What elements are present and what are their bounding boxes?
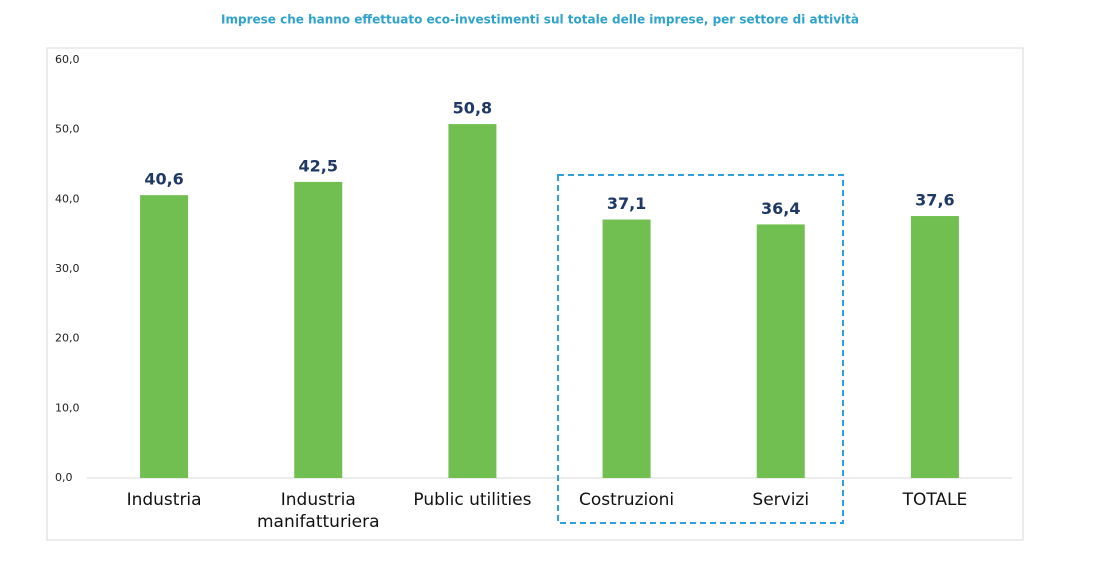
data-label: 40,6	[144, 170, 183, 189]
x-tick-label: Costruzioni	[579, 490, 675, 510]
data-label: 42,5	[299, 156, 338, 175]
x-tick-label: Servizi	[752, 490, 810, 510]
chart-title: Imprese che hanno effettuato eco-investi…	[221, 13, 859, 27]
bar	[140, 195, 189, 479]
bar	[910, 216, 959, 478]
x-tick-label: Public utilities	[413, 490, 532, 510]
bar	[448, 124, 497, 479]
y-tick-label: 40,0	[55, 192, 80, 205]
x-tick-label: Industria manifatturiera	[256, 490, 380, 532]
x-tick-label: TOTALE	[902, 490, 968, 510]
y-tick-label: 60,0	[55, 53, 80, 66]
x-tick-label: Industria	[126, 490, 202, 510]
bar	[602, 219, 651, 478]
y-tick-label: 30,0	[55, 262, 80, 275]
y-tick-label: 20,0	[55, 332, 80, 345]
data-label: 36,4	[761, 199, 800, 218]
data-label: 37,6	[915, 191, 954, 210]
y-tick-label: 0,0	[55, 471, 73, 484]
data-label: 50,8	[453, 99, 492, 118]
data-label: 37,1	[607, 194, 646, 213]
y-tick-label: 50,0	[55, 123, 80, 136]
y-tick-label: 10,0	[55, 401, 80, 414]
bar	[756, 224, 805, 478]
highlight-box	[557, 174, 844, 524]
bar	[294, 181, 343, 478]
plot-frame	[46, 47, 1024, 541]
